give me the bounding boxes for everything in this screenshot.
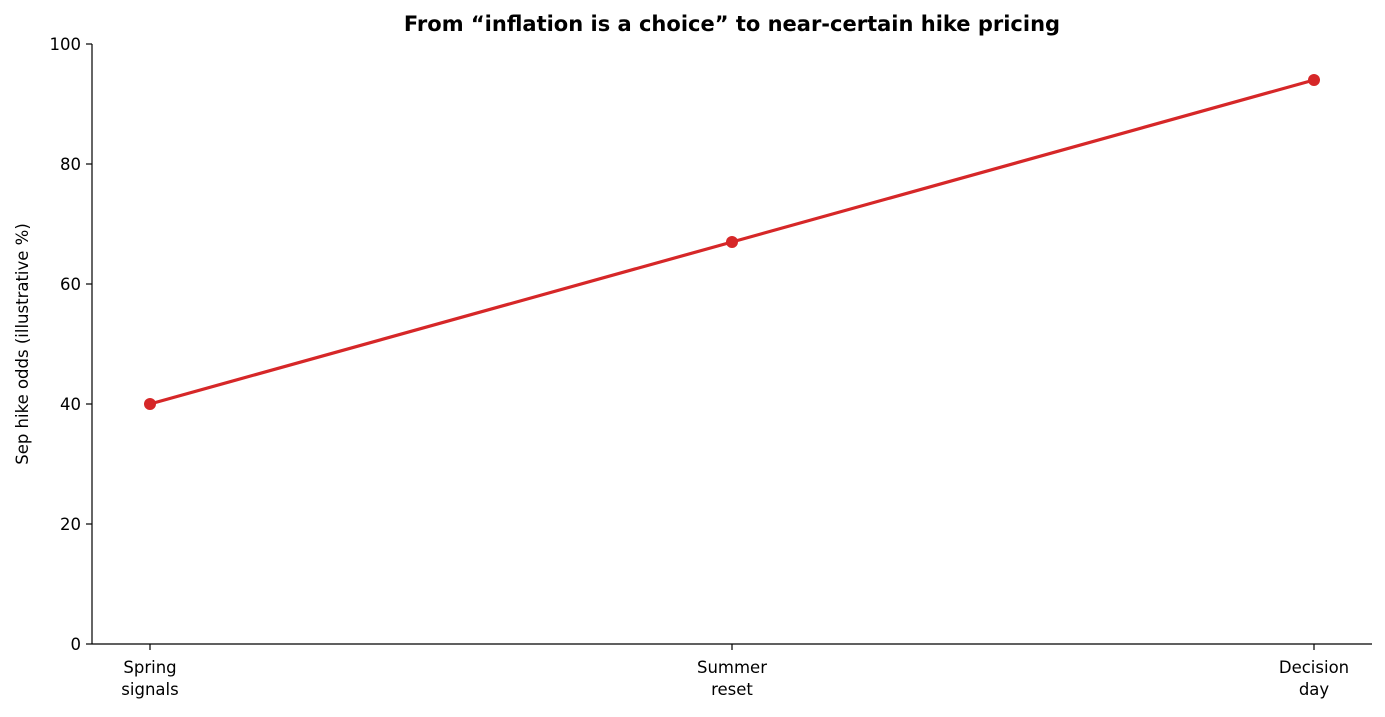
y-tick-label: 40 [60,395,81,414]
y-tick-label: 100 [50,35,82,54]
y-tick-label: 80 [60,155,81,174]
y-tick-label: 60 [60,275,81,294]
x-tick-label: Summer reset [697,658,767,699]
x-tick-label: Spring signals [121,658,178,699]
axes [91,44,1372,645]
x-ticks: Spring signals Summer reset Decision day [121,644,1349,699]
data-point [726,236,738,248]
y-axis-label: Sep hike odds (illustrative %) [13,223,32,465]
chart-title: From “inflation is a choice” to near-cer… [404,12,1060,36]
x-tick-label: Decision day [1279,658,1349,699]
series [144,74,1320,410]
y-ticks: 0 20 40 60 80 100 [50,35,92,654]
data-point [144,398,156,410]
y-tick-label: 0 [71,635,82,654]
data-point [1308,74,1320,86]
y-tick-label: 20 [60,515,81,534]
